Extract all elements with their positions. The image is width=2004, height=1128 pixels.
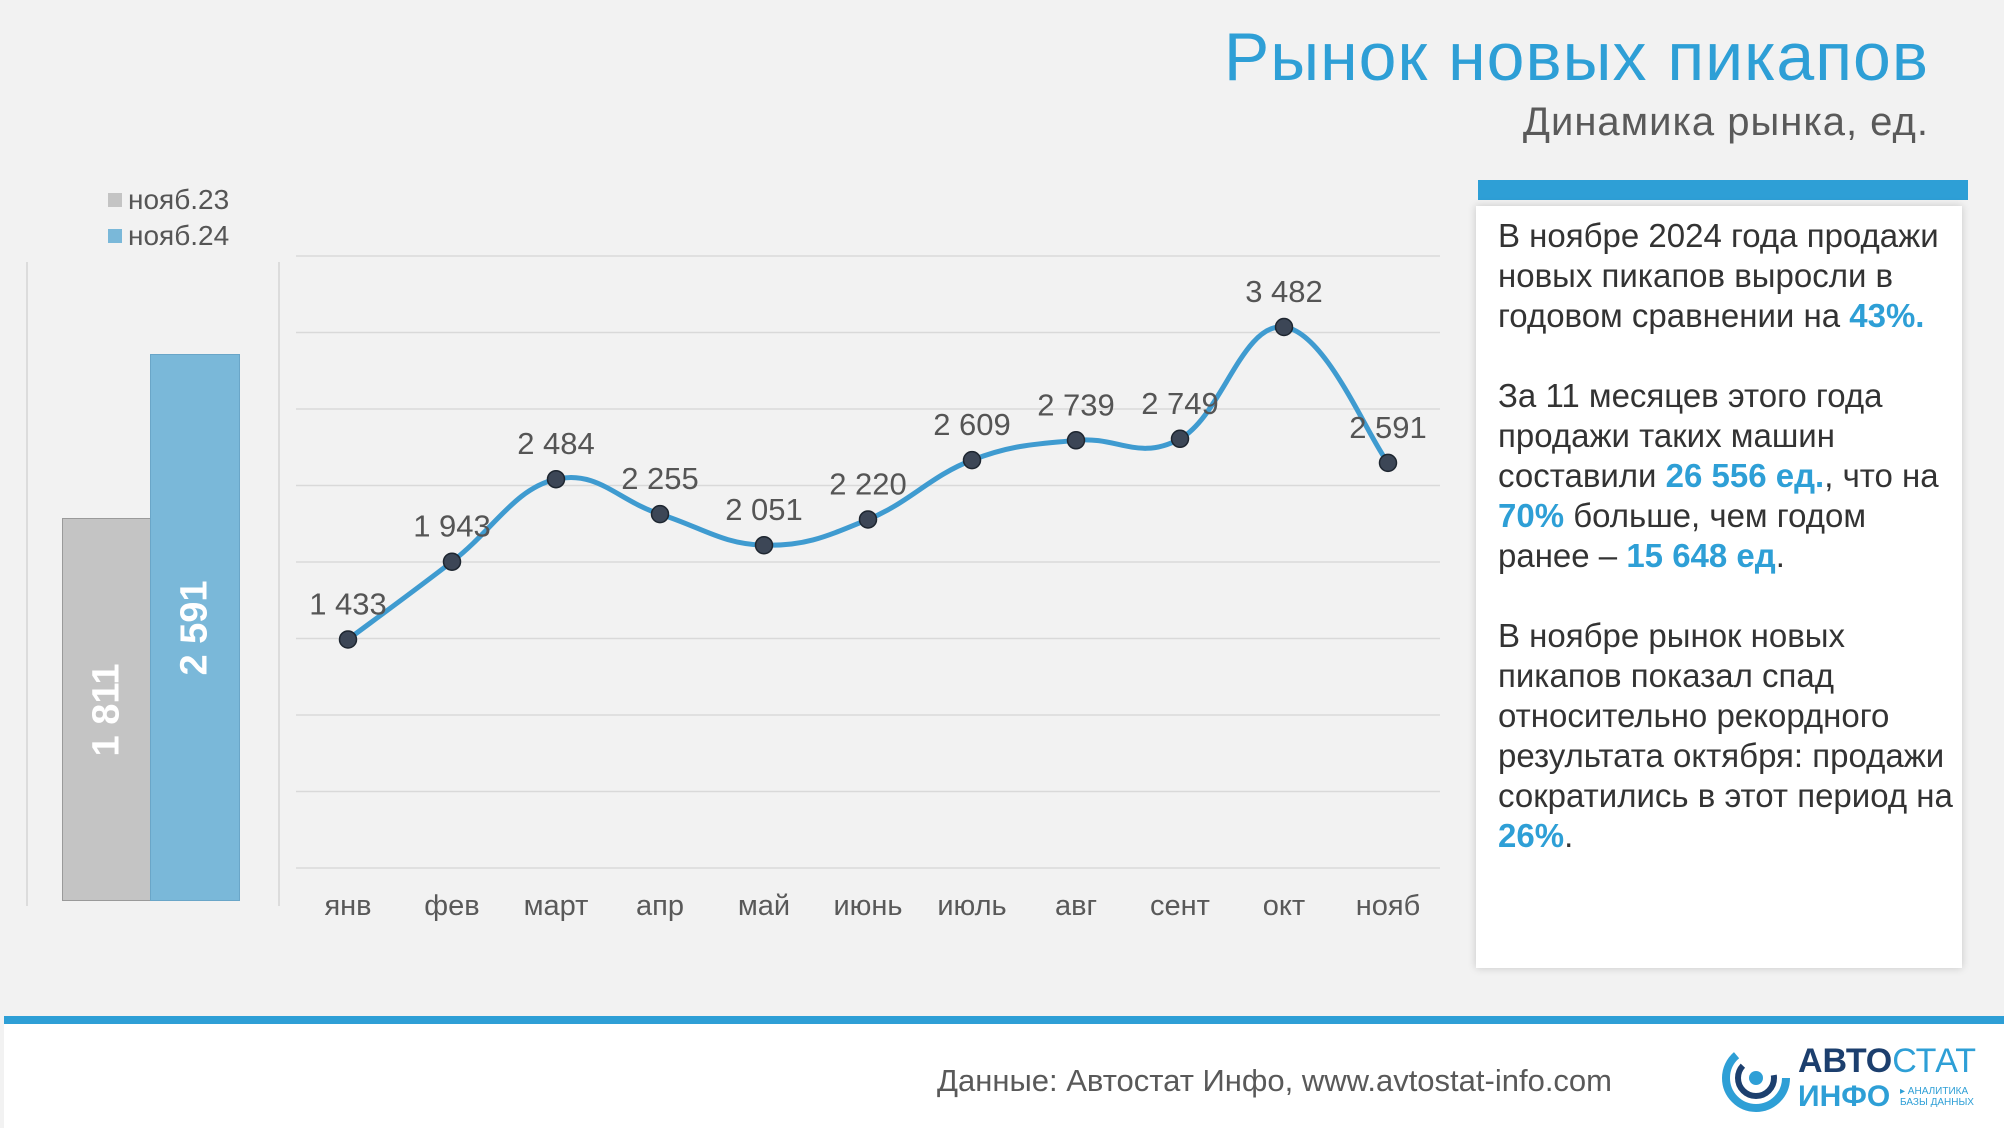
page-title: Рынок новых пикапов — [1223, 19, 1929, 95]
page-subtitle: Динамика рынка, ед. — [1522, 100, 1929, 144]
x-tick-label: май — [738, 890, 790, 922]
x-tick-label: март — [524, 890, 589, 922]
data-label: 2 739 — [1037, 387, 1115, 422]
data-label: 2 591 — [1349, 410, 1427, 445]
data-point — [858, 510, 878, 529]
legend-swatch-2023 — [108, 193, 122, 207]
data-point — [650, 504, 670, 524]
data-label: 1 943 — [413, 509, 491, 544]
legend-swatch-2024 — [108, 229, 122, 243]
data-point — [1378, 453, 1398, 473]
logo-wordmark-info: ИНФО — [1798, 1080, 1891, 1113]
data-point — [754, 535, 774, 555]
commentary-paragraph-1: В ноябре 2024 года продажи новых пикапов… — [1498, 217, 1939, 334]
comparison-legend: нояб.23 нояб.24 — [108, 182, 229, 254]
data-label: 2 051 — [725, 492, 803, 527]
commentary-text: В ноябре 2024 года продажи новых пикапов… — [1498, 216, 1958, 896]
autostat-logo: АВТОСТАТ ИНФО ▸ АНАЛИТИКА БАЗЫ ДАННЫХ — [1718, 1040, 1978, 1120]
monthly-line-chart: 1 433 янв 1 943 фев 2 484 март 2 255 апр 2 051 ма… — [296, 255, 1440, 922]
data-label: 2 220 — [829, 466, 907, 501]
data-label: 2 255 — [621, 461, 699, 496]
data-source: Данные: Автостат Инфо, www.avtostat-info… — [937, 1063, 1612, 1098]
x-tick-label: янв — [324, 890, 371, 922]
data-point — [1274, 317, 1294, 337]
x-tick-label: окт — [1263, 890, 1305, 922]
legend-item-2024: нояб.24 — [108, 218, 229, 254]
data-label: 1 433 — [309, 586, 387, 621]
commentary-paragraph-3: В ноябре рынок новых пикапов показал спа… — [1498, 617, 1953, 854]
legend-label-2024: нояб.24 — [128, 220, 230, 251]
logo-tagline: ▸ АНАЛИТИКА БАЗЫ ДАННЫХ — [1900, 1086, 1974, 1108]
legend-label-2023: нояб.23 — [128, 184, 230, 215]
comparison-bar-chart: 1 811 2 591 — [26, 262, 280, 906]
card-accent-bar — [1478, 180, 1968, 200]
data-label: 3 482 — [1245, 274, 1323, 309]
data-point — [442, 552, 462, 571]
data-point — [1066, 431, 1086, 450]
data-label: 2 749 — [1141, 386, 1219, 421]
data-label: 2 609 — [933, 407, 1011, 442]
commentary-paragraph-2: За 11 месяцев этого года продажи таких м… — [1498, 377, 1939, 574]
footer — [4, 1024, 2004, 1128]
data-point — [1170, 429, 1190, 449]
data-point — [962, 450, 982, 470]
x-tick-label: фев — [424, 890, 479, 922]
x-tick-label: нояб — [1356, 890, 1420, 922]
x-tick-label: авг — [1055, 890, 1097, 922]
data-point — [546, 469, 566, 489]
data-label: 2 484 — [517, 426, 595, 461]
logo-wordmark: АВТОСТАТ — [1798, 1042, 1977, 1080]
x-tick-label: июль — [937, 890, 1006, 922]
commentary-card: В ноябре 2024 года продажи новых пикапов… — [1476, 206, 1962, 968]
data-point — [338, 630, 358, 649]
series-line — [346, 324, 1390, 642]
logo-swirl-icon — [1722, 1044, 1790, 1112]
x-tick-label: апр — [636, 890, 684, 922]
x-tick-label: сент — [1150, 890, 1210, 922]
x-tick-label: июнь — [833, 890, 902, 922]
footer-divider — [4, 1016, 2004, 1024]
bar-nov-2024: 2 591 — [150, 354, 240, 901]
legend-item-2023: нояб.23 — [108, 182, 229, 218]
